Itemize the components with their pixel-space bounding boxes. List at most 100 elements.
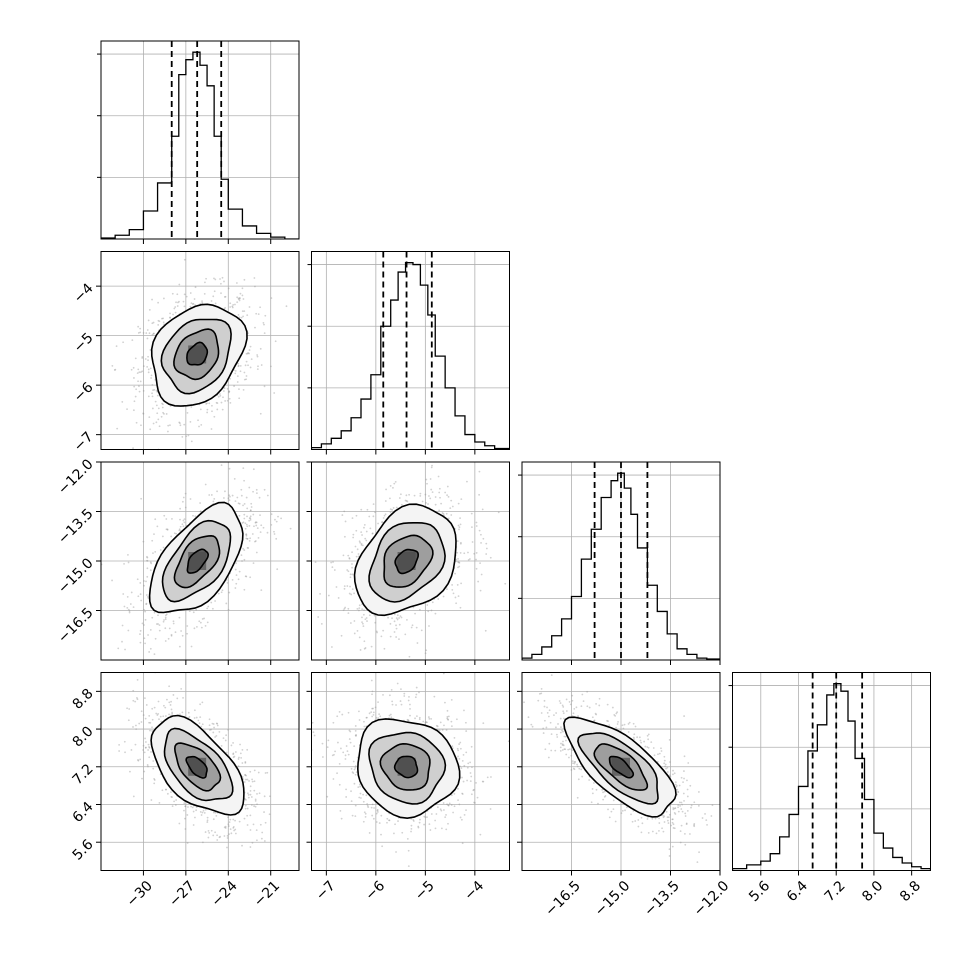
contour-line-1 (368, 522, 446, 603)
sample-point (141, 357, 144, 359)
sample-point (149, 367, 152, 370)
sample-point (153, 533, 155, 536)
sample-point (452, 592, 455, 595)
sample-point (423, 815, 426, 818)
sample-point (216, 490, 218, 493)
sample-point (258, 792, 261, 795)
sample-point (201, 301, 204, 304)
sample-point (348, 592, 351, 595)
sample-point (469, 761, 472, 764)
sample-point (224, 827, 227, 829)
sample-point (430, 609, 433, 612)
sample-point (145, 704, 148, 706)
sample-point (248, 540, 251, 542)
sample-point (246, 507, 249, 510)
sample-point (247, 547, 250, 549)
sample-point (398, 623, 401, 626)
sample-point (244, 364, 247, 367)
sample-point (145, 741, 147, 743)
sample-point (254, 521, 257, 524)
sample-point (428, 823, 431, 826)
sample-point (354, 766, 357, 769)
sample-point (240, 494, 243, 497)
sample-point (388, 694, 391, 697)
sample-point (159, 715, 162, 718)
sample-point (223, 280, 225, 283)
sample-point (225, 734, 228, 737)
sample-point (98, 346, 100, 348)
sample-point (147, 765, 149, 768)
sample-point (250, 804, 253, 806)
sample-point (169, 316, 171, 319)
sample-point (362, 625, 365, 628)
sample-point (421, 500, 424, 503)
sample-point (233, 755, 236, 758)
sample-point (182, 300, 185, 303)
sample-point (363, 609, 365, 612)
sample-point (365, 617, 368, 619)
sample-point (130, 591, 133, 594)
sample-point (317, 616, 320, 618)
sample-point (238, 570, 241, 573)
sample-point (180, 687, 183, 690)
sample-point (381, 521, 384, 524)
sample-point (191, 303, 194, 306)
sample-point (376, 808, 379, 811)
sample-point (123, 605, 126, 608)
sample-point (256, 803, 258, 806)
x-tick-label: −21 (251, 878, 283, 910)
sample-point (153, 611, 156, 614)
sample-point (147, 355, 149, 358)
sample-point (504, 582, 507, 585)
sample-point (249, 537, 252, 540)
sample-point (192, 810, 195, 813)
sample-point (224, 306, 227, 309)
sample-point (199, 502, 201, 504)
sample-point (289, 527, 292, 530)
sample-point (245, 375, 248, 377)
sample-point (173, 532, 176, 535)
sample-point (389, 508, 392, 511)
sample-point (196, 625, 198, 628)
sample-point (412, 820, 415, 822)
sample-point (229, 306, 232, 308)
sample-point (457, 557, 459, 560)
sample-point (195, 809, 198, 812)
sample-point (249, 790, 252, 792)
sample-point (254, 326, 256, 329)
sample-point (457, 787, 459, 790)
sample-point (418, 821, 421, 824)
sample-point (215, 814, 218, 817)
sample-point (164, 706, 167, 709)
sample-point (172, 694, 175, 696)
sample-point (360, 508, 363, 511)
sample-point (466, 480, 468, 483)
sample-point (365, 539, 368, 542)
sample-point (266, 771, 269, 774)
sample-point (439, 496, 441, 499)
sample-point (254, 540, 257, 542)
sample-point (260, 837, 263, 840)
sample-point (193, 709, 196, 712)
sample-point (245, 533, 248, 536)
sample-point (228, 390, 231, 393)
sample-point (222, 390, 225, 392)
contour-line-0 (150, 714, 245, 816)
sample-point (393, 620, 396, 623)
sample-point (151, 333, 154, 336)
sample-point (273, 530, 275, 533)
sample-point (280, 517, 283, 520)
sample-point (147, 359, 149, 362)
sample-point (374, 511, 376, 514)
sample-point (241, 844, 243, 847)
sample-point (391, 703, 394, 706)
sample-point (270, 297, 273, 299)
sample-point (372, 503, 375, 506)
sample-point (413, 494, 416, 497)
sample-point (212, 811, 215, 814)
sample-point (163, 514, 166, 517)
sample-point (195, 608, 198, 611)
sample-point (458, 743, 461, 745)
sample-point (246, 547, 249, 549)
sample-point (201, 701, 204, 704)
